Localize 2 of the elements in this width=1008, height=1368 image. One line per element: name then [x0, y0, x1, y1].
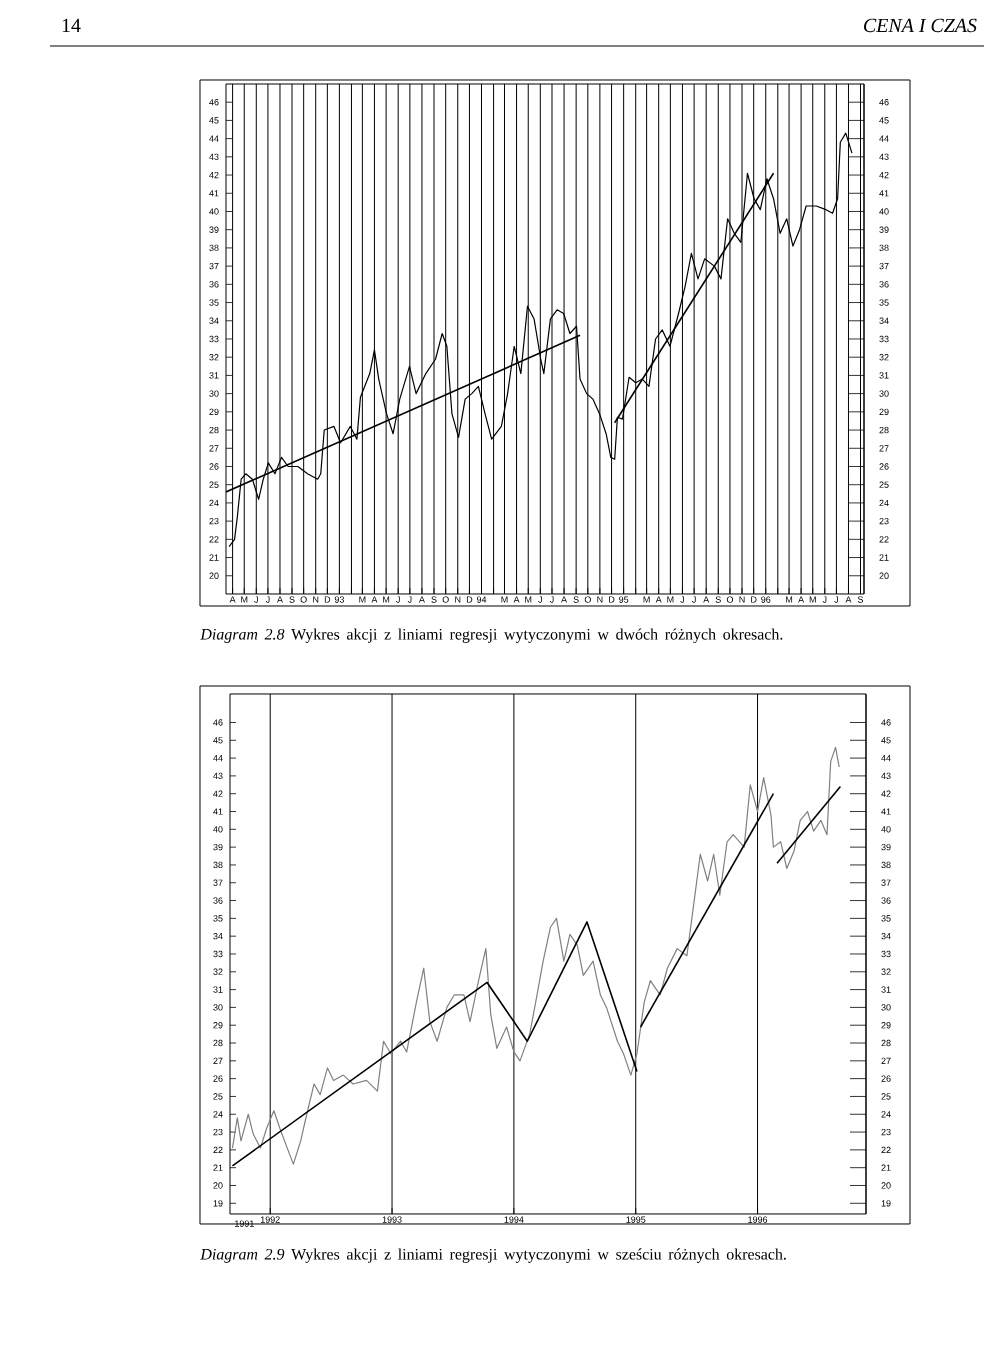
- text: CENA I CZAS: [864, 18, 977, 33]
- text: 14: [62, 18, 81, 32]
